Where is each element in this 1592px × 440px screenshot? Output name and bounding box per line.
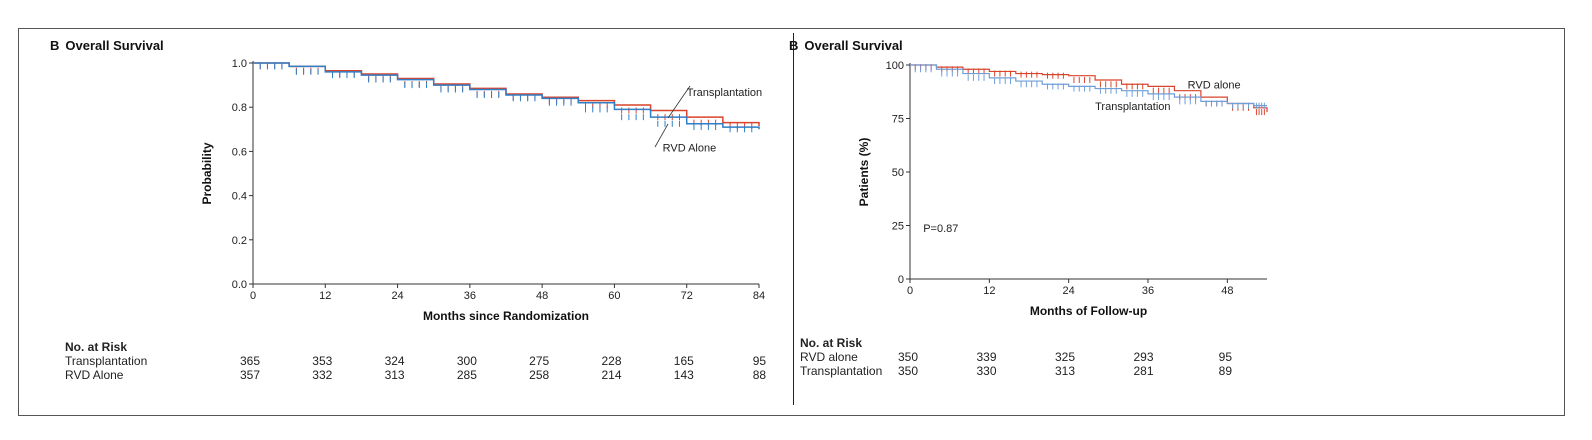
- y-axis-label: Patients (%): [857, 138, 871, 207]
- x-tick-label: 36: [1142, 285, 1154, 297]
- y-tick-label: 0.0: [232, 279, 247, 291]
- x-tick-label: 72: [681, 290, 693, 302]
- y-tick-label: 0: [898, 274, 904, 286]
- risk-cell: 325: [1054, 350, 1075, 364]
- risk-table-2-row-label: RVD alone: [800, 350, 858, 364]
- risk-table-2-header: No. at Risk: [800, 336, 863, 350]
- x-tick-label: 48: [536, 290, 548, 302]
- risk-table-1-row-label: RVD Alone: [65, 368, 124, 382]
- y-tick-label: 0.2: [232, 235, 247, 247]
- panel-2-letter: B: [789, 38, 799, 53]
- risk-cell: 350: [897, 364, 918, 378]
- y-tick-label: 50: [892, 167, 904, 179]
- x-tick-label: 0: [907, 285, 913, 297]
- y-tick-label: 0.4: [232, 191, 247, 203]
- annotation-label: Transplantation: [1095, 101, 1170, 113]
- annotation-pointer: [667, 85, 691, 119]
- risk-table-1-row-label: Transplantation: [65, 354, 148, 368]
- x-tick-label: 60: [608, 290, 620, 302]
- risk-cell: 281: [1133, 364, 1154, 378]
- risk-cell: 300: [456, 354, 477, 368]
- y-tick-label: 0.6: [232, 146, 247, 158]
- risk-cell: 332: [312, 368, 333, 382]
- risk-cell: 313: [1054, 364, 1075, 378]
- risk-table-1: No. at Risk Transplantation RVD Alone 36…: [65, 340, 785, 400]
- panel-1-letter: B: [50, 38, 60, 53]
- risk-table-2: No. at Risk RVD alone Transplantation 35…: [800, 336, 1280, 396]
- annotation-pointer: [654, 123, 669, 148]
- risk-cell: 95: [752, 354, 767, 368]
- x-tick-label: 84: [753, 290, 765, 302]
- y-tick-label: 25: [892, 221, 904, 233]
- panel-2-title-text: Overall Survival: [804, 38, 903, 53]
- risk-cell: 165: [673, 354, 694, 368]
- chart-1-svg: 0 12 24 36 48 60 72 84 0.0 0.2 0.4 0.6 0.8 1.0 Months …: [200, 58, 765, 323]
- risk-cell: 89: [1218, 364, 1232, 378]
- x-tick-label: 24: [1063, 285, 1075, 297]
- risk-cell: 275: [529, 354, 550, 368]
- panel-1-title: B Overall Survival: [50, 38, 164, 53]
- risk-table-1-header: No. at Risk: [65, 340, 128, 354]
- risk-cell: 214: [601, 368, 622, 382]
- x-axis-label: Months of Follow-up: [1030, 304, 1147, 318]
- panel-1-title-text: Overall Survival: [65, 38, 164, 53]
- risk-cell: 350: [897, 350, 918, 364]
- y-axis-label: Probability: [200, 142, 214, 204]
- y-tick-label: 1.0: [232, 58, 247, 70]
- risk-cell: 330: [976, 364, 997, 378]
- chart-2-svg: 0 12 24 36 48 0 25 50 75 100 Months of Follow-up Pa…: [857, 60, 1268, 318]
- risk-cell: 95: [1218, 350, 1232, 364]
- series-line-rvd-alone: [910, 64, 1268, 113]
- risk-cell: 339: [976, 350, 997, 364]
- risk-cell: 293: [1133, 350, 1154, 364]
- x-tick-label: 12: [983, 285, 995, 297]
- x-tick-label: 24: [391, 290, 403, 302]
- panel-2-title: B Overall Survival: [789, 38, 903, 53]
- x-tick-label: 0: [250, 290, 256, 302]
- annotation-label: RVD alone: [1188, 80, 1241, 92]
- risk-table-2-row-label: Transplantation: [800, 364, 883, 378]
- series-line-rvd-alone: [253, 62, 760, 130]
- figure-frame: [18, 28, 1565, 416]
- risk-cell: 285: [456, 368, 477, 382]
- risk-cell: 143: [673, 368, 694, 382]
- risk-cell: 353: [312, 354, 333, 368]
- panel-divider: [793, 33, 794, 405]
- x-tick-label: 48: [1221, 285, 1233, 297]
- y-tick-label: 0.8: [232, 102, 247, 114]
- y-tick-label: 100: [886, 60, 904, 72]
- risk-cell: 365: [239, 354, 260, 368]
- risk-cell: 357: [239, 368, 260, 382]
- x-tick-label: 36: [464, 290, 476, 302]
- x-tick-label: 12: [319, 290, 331, 302]
- risk-cell: 258: [529, 368, 550, 382]
- annotation-label: Transplantation: [687, 87, 762, 99]
- risk-cell: 228: [601, 354, 622, 368]
- risk-cell: 324: [384, 354, 405, 368]
- y-tick-label: 75: [892, 114, 904, 126]
- series-line-transplantation: [910, 64, 1267, 107]
- risk-cell: 313: [384, 368, 405, 382]
- annotation-label: RVD Alone: [663, 142, 717, 154]
- risk-cell: 88: [752, 368, 767, 382]
- x-axis-label: Months since Randomization: [423, 309, 589, 323]
- annotation-label: P=0.87: [923, 223, 958, 235]
